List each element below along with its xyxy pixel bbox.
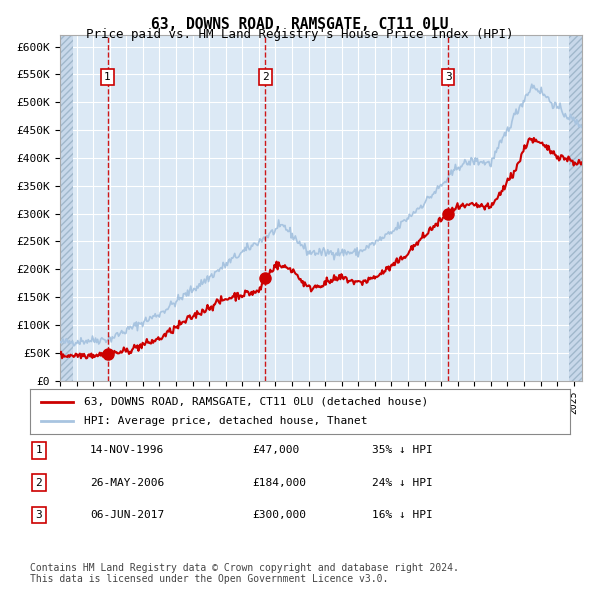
Text: 1: 1 bbox=[35, 445, 43, 455]
Text: HPI: Average price, detached house, Thanet: HPI: Average price, detached house, Than… bbox=[84, 417, 367, 426]
Text: This data is licensed under the Open Government Licence v3.0.: This data is licensed under the Open Gov… bbox=[30, 574, 388, 584]
Text: £47,000: £47,000 bbox=[252, 445, 299, 455]
Text: 63, DOWNS ROAD, RAMSGATE, CT11 0LU: 63, DOWNS ROAD, RAMSGATE, CT11 0LU bbox=[151, 17, 449, 31]
Text: 35% ↓ HPI: 35% ↓ HPI bbox=[372, 445, 433, 455]
Text: Contains HM Land Registry data © Crown copyright and database right 2024.: Contains HM Land Registry data © Crown c… bbox=[30, 563, 459, 573]
Text: 2: 2 bbox=[35, 478, 43, 487]
Text: 1: 1 bbox=[104, 72, 111, 82]
Text: £184,000: £184,000 bbox=[252, 478, 306, 487]
Text: £300,000: £300,000 bbox=[252, 510, 306, 520]
Text: 2: 2 bbox=[262, 72, 269, 82]
Text: 14-NOV-1996: 14-NOV-1996 bbox=[90, 445, 164, 455]
Text: 63, DOWNS ROAD, RAMSGATE, CT11 0LU (detached house): 63, DOWNS ROAD, RAMSGATE, CT11 0LU (deta… bbox=[84, 397, 428, 407]
Text: 16% ↓ HPI: 16% ↓ HPI bbox=[372, 510, 433, 520]
Text: 3: 3 bbox=[35, 510, 43, 520]
Bar bbox=[569, 35, 582, 381]
Text: 26-MAY-2006: 26-MAY-2006 bbox=[90, 478, 164, 487]
Text: Price paid vs. HM Land Registry's House Price Index (HPI): Price paid vs. HM Land Registry's House … bbox=[86, 28, 514, 41]
Text: 24% ↓ HPI: 24% ↓ HPI bbox=[372, 478, 433, 487]
Text: 3: 3 bbox=[445, 72, 452, 82]
Bar bbox=[60, 35, 73, 381]
Text: 06-JUN-2017: 06-JUN-2017 bbox=[90, 510, 164, 520]
